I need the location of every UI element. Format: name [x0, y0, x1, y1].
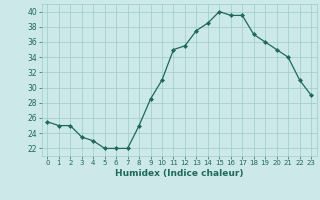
X-axis label: Humidex (Indice chaleur): Humidex (Indice chaleur) [115, 169, 244, 178]
